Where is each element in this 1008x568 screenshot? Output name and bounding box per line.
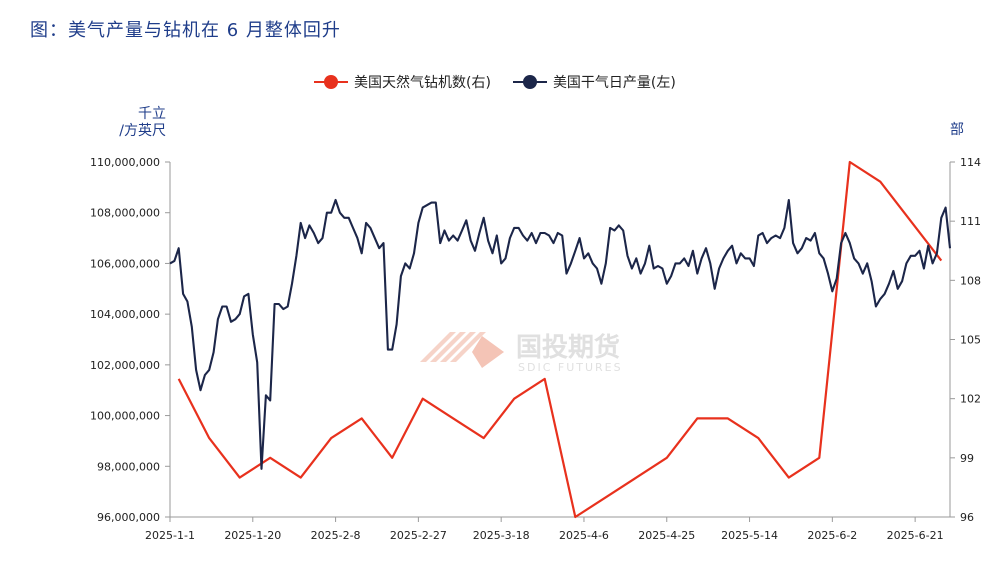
x-axis-tick-label: 2025-6-2 [807, 529, 857, 542]
left-axis-unit-line1: 千立 [138, 106, 166, 122]
x-axis-tick-label: 2025-5-14 [721, 529, 778, 542]
left-axis-tick-label: 100,000,000 [90, 410, 160, 423]
x-axis-tick-label: 2025-2-8 [311, 529, 361, 542]
axes: 96,000,000 98,000,000 100,000,000 102,000,0… [90, 156, 981, 542]
watermark-text-cn: 国投期货 [516, 332, 620, 363]
series-layer [169, 160, 952, 519]
x-axis-tick-label: 2025-3-18 [473, 529, 530, 542]
left-axis-tick-label: 102,000,000 [90, 359, 160, 372]
legend-item-production: 美国干气日产量(左) [512, 72, 676, 92]
x-axis-tick-label: 2025-1-20 [224, 529, 281, 542]
left-axis-tick-label: 98,000,000 [97, 460, 160, 473]
series-line-production [169, 198, 952, 470]
right-axis-tick-label: 114 [960, 156, 981, 169]
legend-label-rigs: 美国天然气钻机数(右) [354, 75, 491, 91]
right-axis-tick-label: 99 [960, 452, 974, 465]
series-line-rigs [177, 160, 943, 519]
left-axis-unit-line2: /方英尺 [119, 123, 166, 139]
x-axis-tick-label: 2025-4-25 [638, 529, 695, 542]
left-axis-tick-label: 106,000,000 [90, 257, 160, 270]
watermark-logo [420, 332, 504, 368]
left-axis-tick-label: 110,000,000 [90, 156, 160, 169]
x-axis-tick-label: 2025-4-6 [559, 529, 609, 542]
right-axis-tick-label: 102 [960, 393, 981, 406]
right-axis-tick-label: 105 [960, 334, 981, 347]
left-axis-tick-label: 104,000,000 [90, 308, 160, 321]
x-axis-tick-label: 2025-6-21 [887, 529, 944, 542]
watermark: 国投期货 SDIC FUTURES [420, 332, 623, 374]
chart-title: 图：美气产量与钻机在 6 月整体回升 [30, 20, 341, 41]
legend-swatch-rigs [314, 75, 348, 89]
left-axis-tick-label: 96,000,000 [97, 511, 160, 524]
legend-item-rigs: 美国天然气钻机数(右) [314, 72, 491, 92]
x-axis-tick-label: 2025-1-1 [145, 529, 195, 542]
left-axis-unit: 千立 /方英尺 [100, 106, 166, 140]
legend-label-production: 美国干气日产量(左) [552, 75, 676, 91]
legend: 美国天然气钻机数(右) 美国干气日产量(左) [314, 72, 698, 92]
watermark-text-en: SDIC FUTURES [518, 361, 623, 374]
left-axis-tick-label: 108,000,000 [90, 207, 160, 220]
right-axis-tick-label: 111 [960, 215, 981, 228]
right-axis-unit: 部 [950, 122, 964, 138]
right-axis-tick-label: 108 [960, 274, 981, 287]
right-axis-tick-label: 96 [960, 511, 974, 524]
legend-swatch-production [512, 75, 547, 89]
x-axis-tick-label: 2025-2-27 [390, 529, 447, 542]
